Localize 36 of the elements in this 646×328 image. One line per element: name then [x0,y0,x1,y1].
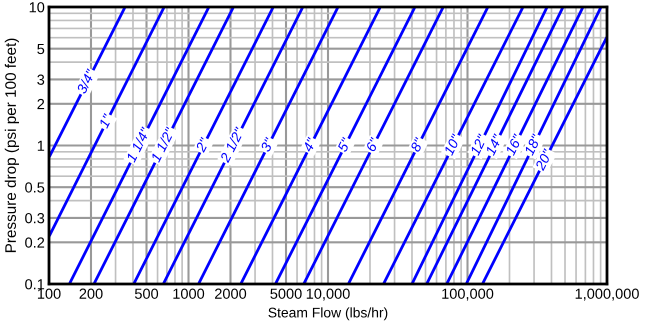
x-tick-label: 2000 [215,288,246,299]
text: 6" [366,136,380,152]
x-tick-label: 500 [134,288,158,299]
text: 14" [485,133,503,156]
y-tick-label: 0.1 [25,279,44,290]
y-tick-label: 3 [37,74,44,85]
y-tick-label: 0.5 [25,182,44,193]
text: 2 1/2" [219,126,245,164]
x-tick-label: 100 [38,288,61,299]
text: 12" [470,133,485,156]
x-tick-label: 200 [80,288,103,299]
text: 8" [410,136,425,152]
text: 1 1/2" [150,126,176,163]
x-tick-label: 5000 [270,288,302,299]
x-axis-title: Steam Flow (lbs/hr) [268,307,388,320]
text: 16" [505,133,523,156]
x-tick-label: 10,000 [306,288,350,301]
text: 10" [443,133,462,156]
text: 5" [337,136,352,153]
text: 1 1/4" [125,126,151,163]
text: 2" [195,136,210,153]
x-tick-label: 1000 [173,288,204,299]
y-axis-title: Pressure drop (psi per 100 feet) [4,38,20,252]
text: 1" [98,113,113,129]
y-tick-label: 1 [38,140,44,151]
x-tick-label: 100,000 [442,288,494,301]
y-tick-label: 5 [37,44,44,54]
x-tick-label: 1,000,000 [576,288,639,301]
text: 3" [260,136,275,153]
y-tick-label: 10 [30,2,44,12]
text: 3/4" [76,68,96,94]
y-tick-label: 0.2 [25,237,44,248]
y-tick-label: 2 [37,98,44,110]
text: 20" [534,148,553,172]
text: 4" [302,136,317,153]
y-tick-label: 0.3 [25,213,44,224]
